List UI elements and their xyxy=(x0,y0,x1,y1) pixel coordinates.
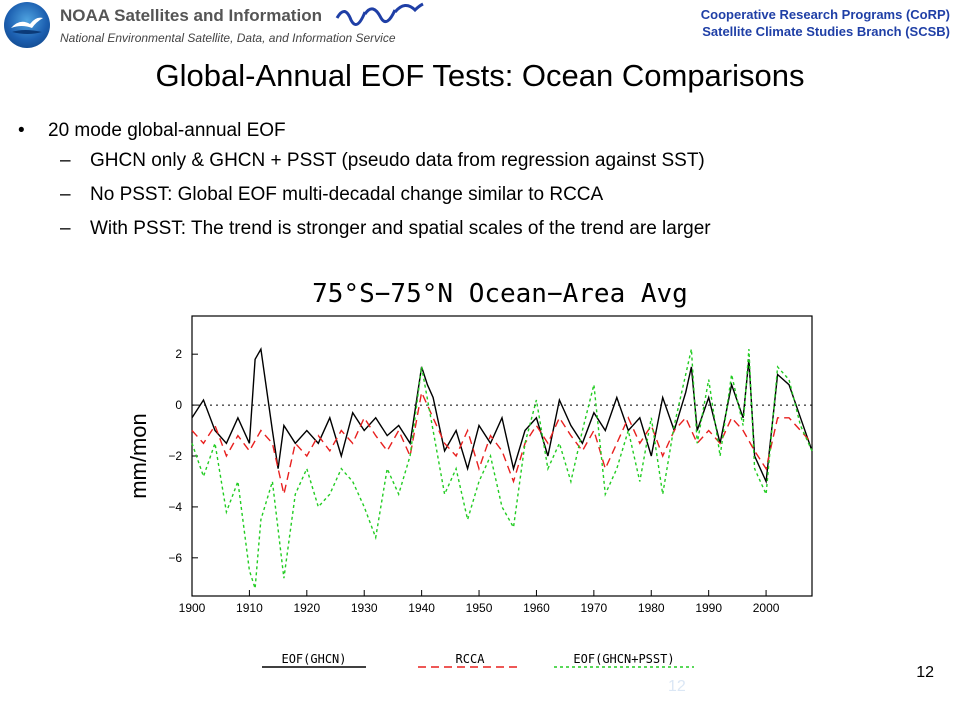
y-tick-label: 2 xyxy=(175,347,182,361)
org-name: NOAA Satellites and Information xyxy=(60,6,322,25)
sub-bullet-text: GHCN only & GHCN + PSST (pseudo data fro… xyxy=(90,150,705,171)
y-tick-label: 0 xyxy=(175,398,182,412)
sub-bullet-dash: – xyxy=(60,218,71,239)
sub-bullet-text: No PSST: Global EOF multi-decadal change… xyxy=(90,184,604,205)
series-line-rcca xyxy=(191,390,813,495)
waves-logo-icon xyxy=(335,2,424,26)
y-tick-label: −2 xyxy=(168,449,182,463)
x-tick-label: 1910 xyxy=(236,601,263,615)
sub-bullet: – No PSST: Global EOF multi-decadal chan… xyxy=(18,184,711,218)
series-line-eof-ghcn-psst- xyxy=(191,348,813,589)
sub-bullet-dash: – xyxy=(60,184,71,205)
slide-title: Global-Annual EOF Tests: Ocean Compariso… xyxy=(155,58,805,93)
x-tick-label: 1930 xyxy=(351,601,378,615)
sub-bullet-text: With PSST: The trend is stronger and spa… xyxy=(90,218,711,239)
chart-title: 75°S−75°N Ocean−Area Avg xyxy=(312,279,688,309)
bullet-main-text: 20 mode global-annual EOF xyxy=(48,120,286,141)
sub-bullet: – With PSST: The trend is stronger and s… xyxy=(18,218,711,252)
legend-label: RCCA xyxy=(456,652,486,666)
x-tick-label: 1990 xyxy=(695,601,722,615)
noaa-bird-icon xyxy=(11,17,43,34)
series-line-eof-ghcn- xyxy=(191,346,813,485)
y-tick-label: −6 xyxy=(168,551,182,565)
y-tick-label: −4 xyxy=(168,500,182,514)
ghost-page-number: 12 xyxy=(668,678,686,695)
bullet-list: • 20 mode global-annual EOF – GHCN only … xyxy=(18,120,711,252)
x-tick-label: 1900 xyxy=(179,601,206,615)
corp-label: Cooperative Research Programs (CoRP) xyxy=(700,7,950,22)
bullet-dot: • xyxy=(18,120,25,141)
x-tick-label: 1920 xyxy=(293,601,320,615)
legend-label: EOF(GHCN+PSST) xyxy=(573,652,674,666)
page-number: 12 xyxy=(916,664,934,681)
noaa-logo xyxy=(4,2,50,48)
ocean-area-avg-chart: 75°S−75°N Ocean−Area Avg 2 0 −2 −4 −6 1900 1910… xyxy=(126,279,813,668)
y-axis-label: mm/mon xyxy=(126,413,151,499)
x-tick-label: 1950 xyxy=(466,601,493,615)
x-tick-label: 1960 xyxy=(523,601,550,615)
header-right: Cooperative Research Programs (CoRP) Sat… xyxy=(701,6,950,40)
x-tick-label: 1940 xyxy=(408,601,435,615)
x-tick-label: 2000 xyxy=(753,601,780,615)
legend-label: EOF(GHCN) xyxy=(281,652,346,666)
x-tick-label: 1980 xyxy=(638,601,665,615)
bullet-main: • 20 mode global-annual EOF xyxy=(18,120,711,150)
x-tick-label: 1970 xyxy=(581,601,608,615)
org-subtitle: National Environmental Satellite, Data, … xyxy=(60,31,396,45)
sub-bullet-dash: – xyxy=(60,150,71,171)
scsb-label: Satellite Climate Studies Branch (SCSB) xyxy=(702,24,950,39)
plot-frame xyxy=(191,315,813,597)
sub-bullet: – GHCN only & GHCN + PSST (pseudo data f… xyxy=(18,150,711,184)
